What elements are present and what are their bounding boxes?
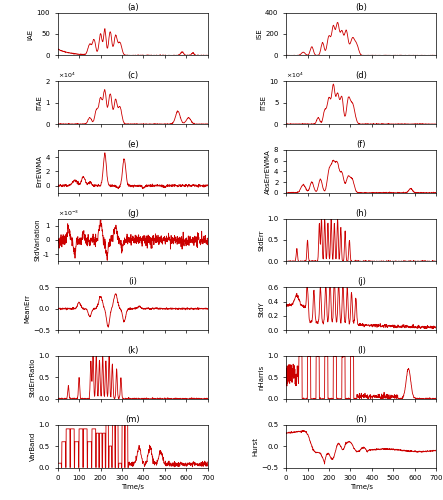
Title: (k): (k) [127, 346, 138, 355]
Y-axis label: StdErr: StdErr [258, 229, 264, 250]
Y-axis label: ErrEWMA: ErrEWMA [37, 156, 43, 188]
Title: (g): (g) [127, 209, 139, 218]
Y-axis label: StdErrRatio: StdErrRatio [30, 358, 36, 397]
Title: (d): (d) [355, 72, 367, 80]
Text: $\times10^4$: $\times10^4$ [286, 71, 304, 81]
Y-axis label: ISE: ISE [256, 28, 262, 40]
Y-axis label: StdVariation: StdVariation [34, 218, 40, 262]
Y-axis label: MeanErr: MeanErr [24, 294, 30, 323]
Y-axis label: Hurst: Hurst [253, 436, 259, 456]
Title: (f): (f) [357, 140, 366, 149]
Y-axis label: nHarris: nHarris [258, 364, 264, 390]
Title: (m): (m) [125, 415, 140, 424]
Y-axis label: AbsErrEWMA: AbsErrEWMA [265, 149, 271, 194]
Title: (n): (n) [355, 415, 367, 424]
Title: (a): (a) [127, 2, 139, 12]
Y-axis label: ITAE: ITAE [37, 95, 43, 110]
Title: (j): (j) [357, 278, 365, 286]
Title: (c): (c) [127, 72, 138, 80]
X-axis label: Time/s: Time/s [121, 484, 144, 490]
X-axis label: Time/s: Time/s [350, 484, 373, 490]
Text: $\times10^{-3}$: $\times10^{-3}$ [58, 208, 79, 218]
Y-axis label: VarBand: VarBand [30, 432, 36, 460]
Title: (l): (l) [357, 346, 365, 355]
Title: (e): (e) [127, 140, 139, 149]
Y-axis label: IAE: IAE [27, 28, 34, 40]
Y-axis label: StdY: StdY [258, 301, 264, 316]
Title: (b): (b) [355, 2, 367, 12]
Title: (i): (i) [128, 278, 137, 286]
Title: (h): (h) [355, 209, 367, 218]
Text: $\times10^4$: $\times10^4$ [58, 71, 75, 81]
Y-axis label: ITSE: ITSE [260, 95, 267, 110]
